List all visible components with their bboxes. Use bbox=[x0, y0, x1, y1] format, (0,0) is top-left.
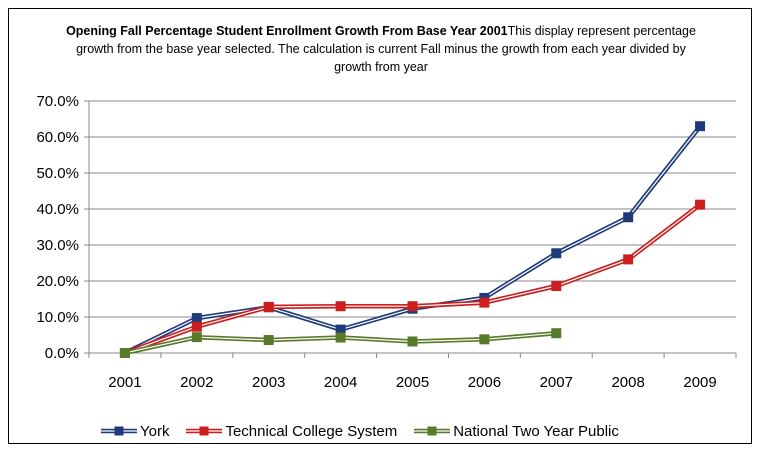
data-point bbox=[263, 301, 274, 312]
y-tick-label: 50.0% bbox=[36, 165, 79, 182]
data-point bbox=[479, 334, 490, 345]
series-national-two-year-public bbox=[119, 328, 562, 358]
data-point bbox=[191, 332, 202, 343]
x-tick-label: 2003 bbox=[252, 374, 285, 391]
chart-subtitle: This display represent percentage growth… bbox=[76, 24, 696, 74]
x-tick-label: 2007 bbox=[540, 374, 573, 391]
data-point bbox=[119, 348, 130, 358]
series-technical-college-system bbox=[119, 199, 706, 358]
legend-swatch bbox=[186, 426, 223, 436]
chart-frame bbox=[8, 8, 752, 444]
y-tick-label: 0.0% bbox=[45, 345, 79, 362]
x-tick-label: 2004 bbox=[324, 374, 357, 391]
data-point bbox=[191, 313, 202, 324]
series-lines bbox=[119, 121, 706, 358]
legend: York Technical College System National Two… bbox=[100, 421, 635, 441]
y-tick-label: 30.0% bbox=[36, 237, 79, 254]
data-point bbox=[695, 199, 706, 210]
data-point bbox=[191, 321, 202, 332]
data-point bbox=[551, 248, 562, 259]
x-tick-label: 2006 bbox=[468, 374, 501, 391]
data-point bbox=[551, 328, 562, 339]
legend-item: Technical College System bbox=[185, 423, 397, 440]
legend-label: National Two Year Public bbox=[453, 422, 619, 440]
tick-labels: 0.0% 10.0% 20.0% 30.0% 40.0% 50.0% 60.0% 70.0% 2… bbox=[36, 93, 716, 391]
legend-swatch bbox=[101, 426, 137, 436]
gridlines bbox=[89, 100, 736, 318]
x-tick-label: 2009 bbox=[683, 374, 716, 391]
data-point bbox=[263, 335, 274, 346]
chart-title-main: Opening Fall Percentage Student Enrollme… bbox=[66, 24, 508, 38]
x-tick-label: 2002 bbox=[180, 374, 213, 391]
y-tick-label: 20.0% bbox=[36, 273, 79, 290]
data-point bbox=[695, 121, 706, 132]
data-point bbox=[407, 301, 418, 312]
legend-label: Technical College System bbox=[225, 422, 398, 440]
data-point bbox=[623, 254, 634, 265]
data-point bbox=[623, 212, 634, 223]
data-point bbox=[479, 297, 490, 308]
legend-item: York bbox=[100, 423, 169, 440]
legend-item: National Two Year Public bbox=[413, 423, 619, 440]
x-tick-label: 2001 bbox=[108, 374, 141, 391]
data-point bbox=[335, 332, 346, 343]
y-tick-label: 10.0% bbox=[36, 309, 79, 326]
legend-swatch bbox=[414, 426, 451, 436]
data-point bbox=[335, 301, 346, 312]
y-tick-label: 70.0% bbox=[36, 93, 79, 110]
x-tick-label: 2008 bbox=[611, 374, 644, 391]
series-line-highlight bbox=[124, 125, 701, 354]
y-tick-label: 60.0% bbox=[36, 129, 79, 146]
chart-title: Opening Fall Percentage Student Enrollme… bbox=[56, 22, 706, 76]
legend-label: York bbox=[140, 422, 170, 440]
series-line bbox=[123, 124, 702, 356]
x-tick-label: 2005 bbox=[396, 374, 429, 391]
y-tick-label: 40.0% bbox=[36, 201, 79, 218]
axes bbox=[84, 100, 737, 358]
data-point bbox=[551, 281, 562, 292]
data-point bbox=[407, 336, 418, 347]
